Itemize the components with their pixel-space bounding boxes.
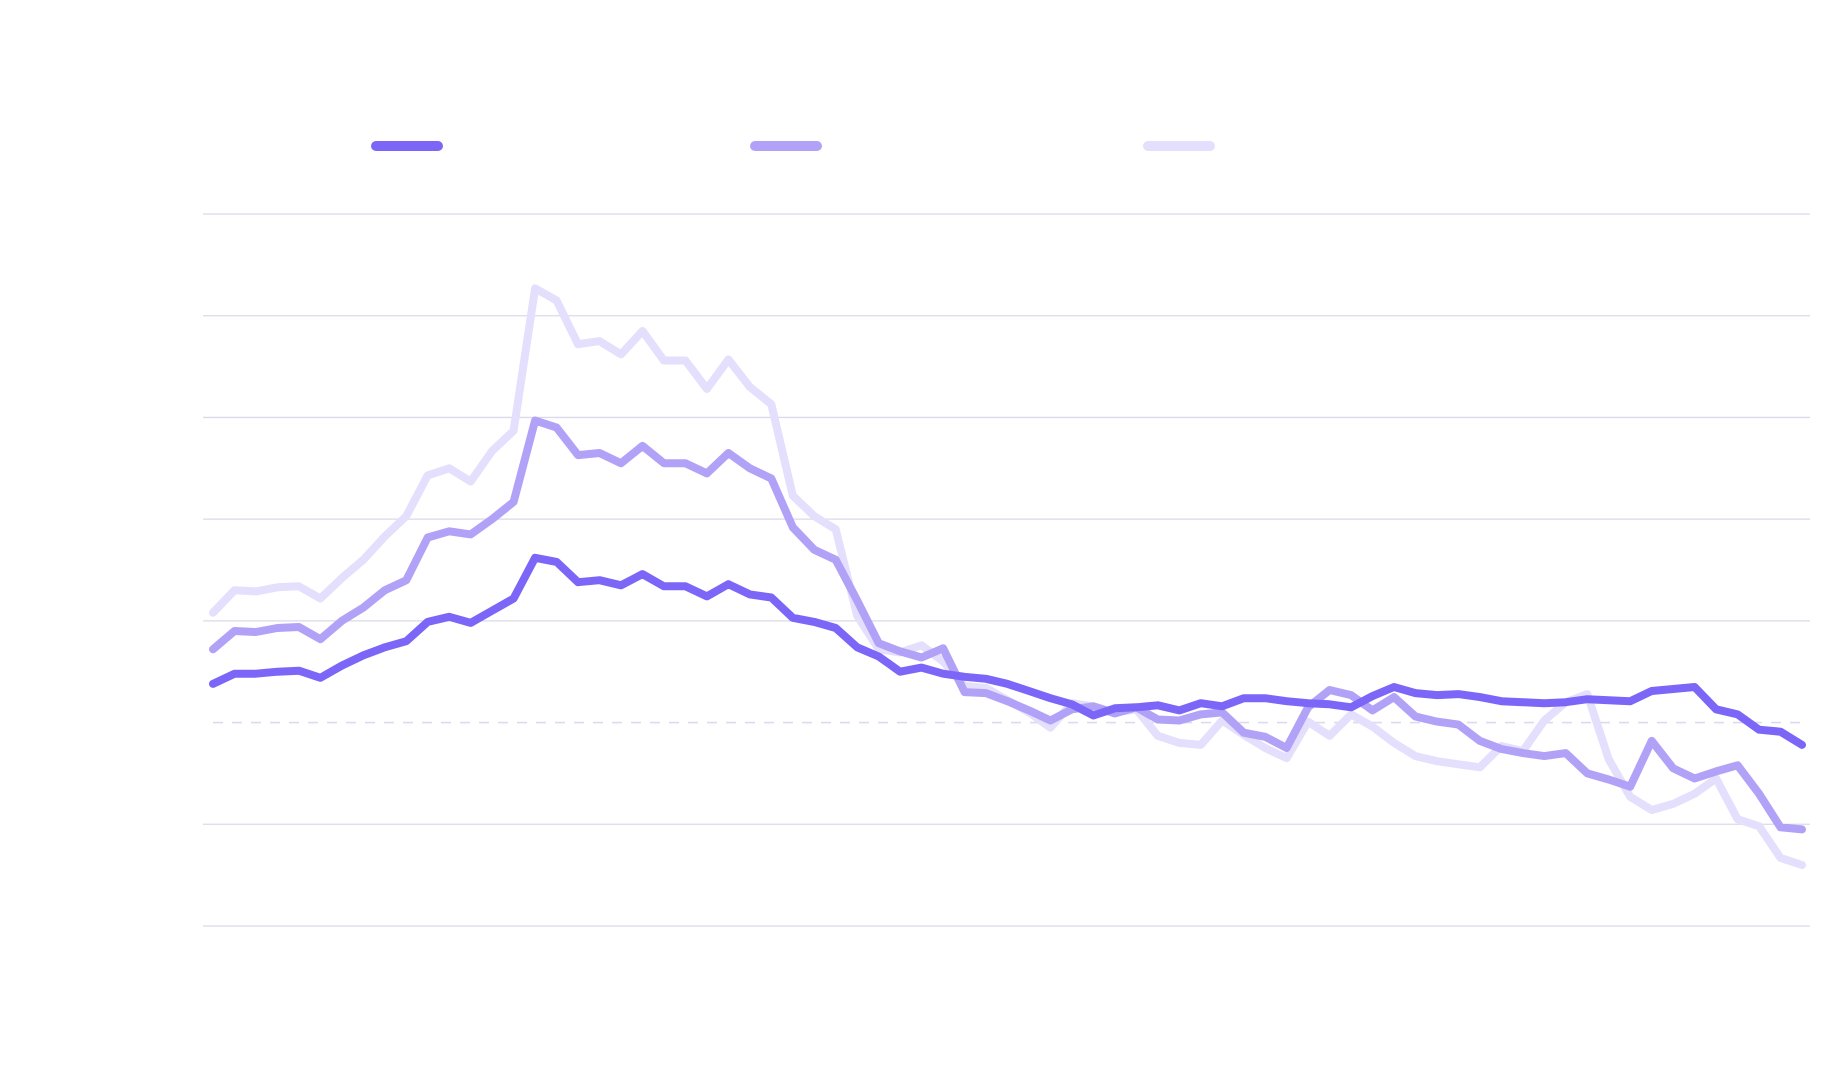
gridlines [203, 213, 1810, 927]
series-line-1 [209, 553, 1806, 749]
series-line-2 [209, 416, 1806, 834]
series-line-3 [209, 284, 1806, 869]
series-lines [209, 284, 1806, 869]
